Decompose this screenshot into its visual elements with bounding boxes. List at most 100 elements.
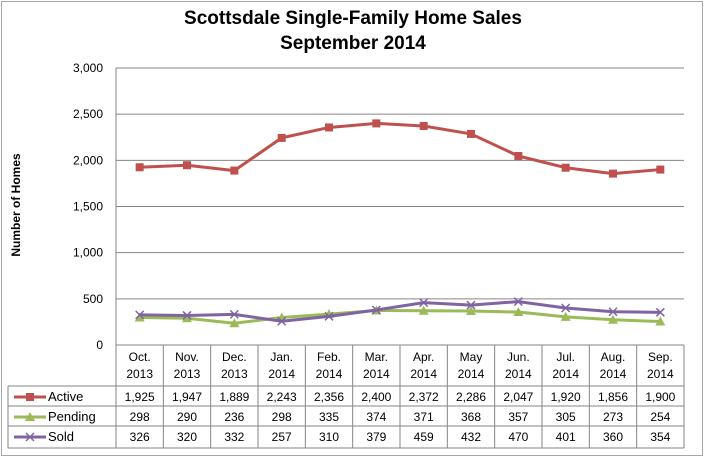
chart-subtitle: September 2014 (280, 33, 426, 54)
data-point-active (372, 119, 381, 128)
data-table-cell: 432 (461, 430, 481, 444)
legend-key-marker (26, 393, 34, 401)
data-point-active (277, 133, 286, 142)
x-tick-label: Jun. (507, 350, 530, 364)
data-point-sold (466, 300, 476, 310)
data-table-cell: 1,900 (645, 390, 675, 404)
data-point-sold (135, 310, 145, 320)
y-tick-label: 2,500 (73, 107, 103, 121)
data-point-pending (655, 316, 666, 326)
data-table-cell: 470 (508, 430, 528, 444)
x-tick-label: Oct. (129, 350, 151, 364)
data-point-sold (655, 307, 665, 317)
data-table-cell: 2,286 (456, 390, 486, 404)
data-point-pending (418, 305, 429, 315)
data-point-sold (324, 311, 334, 321)
x-tick-label: 2013 (126, 367, 153, 381)
data-table-cell: 459 (414, 430, 434, 444)
data-point-sold (513, 297, 523, 307)
data-table-cell: 371 (414, 410, 434, 424)
data-point-sold (277, 316, 287, 326)
data-point-pending (560, 311, 571, 321)
x-tick-label: Feb. (317, 350, 341, 364)
data-point-active (609, 169, 617, 178)
data-table-cell: 254 (650, 410, 670, 424)
data-table-cell: 236 (224, 410, 244, 424)
data-point-active (230, 166, 239, 175)
data-table-cell: 290 (177, 410, 197, 424)
data-point-pending (608, 314, 618, 324)
data-table-cell: 298 (272, 410, 292, 424)
data-point-active (135, 163, 144, 172)
x-tick-label: May (460, 350, 483, 364)
data-table-cell: 1,856 (598, 390, 628, 404)
data-point-active (514, 151, 523, 160)
data-table-cell: 1,947 (172, 390, 202, 404)
chart-title: Scottsdale Single-Family Home Sales (184, 8, 522, 29)
data-table-cell: 1,889 (219, 390, 249, 404)
data-table-cell: 310 (319, 430, 339, 444)
y-tick-label: 3,000 (73, 61, 103, 75)
data-point-active (419, 121, 428, 130)
data-table-cell: 1,920 (551, 390, 581, 404)
series-line-active (139, 121, 661, 176)
data-table-cell: 332 (224, 430, 244, 444)
data-point-pending (229, 318, 240, 328)
data-table-cell: 1,925 (125, 390, 155, 404)
data-point-pending (182, 313, 192, 323)
legend-label: Sold (48, 429, 74, 444)
data-point-active (656, 165, 665, 174)
y-tick-label: 0 (96, 338, 103, 352)
data-table-cell: 360 (603, 430, 623, 444)
data-table-cell: 320 (177, 430, 197, 444)
y-tick-label: 500 (83, 292, 103, 306)
data-point-pending (466, 306, 476, 316)
data-table-cell: 257 (272, 430, 292, 444)
x-tick-label: 2014 (552, 367, 579, 381)
y-tick-label: 1,500 (73, 200, 103, 214)
x-tick-label: Jul. (556, 350, 575, 364)
data-point-sold (608, 307, 618, 317)
x-tick-label: 2013 (221, 367, 248, 381)
x-tick-label: Aug. (601, 350, 626, 364)
data-point-pending (134, 312, 145, 322)
x-tick-label: 2014 (600, 367, 627, 381)
data-point-sold (371, 305, 381, 315)
data-point-sold (229, 309, 239, 319)
data-point-active (467, 129, 475, 138)
data-table-cell: 379 (366, 430, 386, 444)
x-tick-label: 2014 (505, 367, 532, 381)
x-tick-label: Apr. (413, 350, 434, 364)
data-table-cell: 335 (319, 410, 339, 424)
legend-label: Pending (48, 409, 96, 424)
data-point-pending (513, 307, 524, 317)
x-tick-label: Nov. (175, 350, 199, 364)
data-table-cell: 298 (130, 410, 150, 424)
data-table-cell: 2,372 (409, 390, 439, 404)
data-table-cell: 2,047 (503, 390, 533, 404)
data-point-sold (561, 303, 571, 313)
y-tick-label: 2,000 (73, 153, 103, 167)
y-tick-label: 1,000 (73, 246, 103, 260)
data-point-sold (419, 298, 429, 308)
data-table-cell: 374 (366, 410, 386, 424)
x-tick-label: 2013 (174, 367, 201, 381)
data-table-cell: 326 (130, 430, 150, 444)
data-table-cell: 368 (461, 410, 481, 424)
x-tick-label: Jan. (270, 350, 293, 364)
x-tick-label: 2014 (647, 367, 674, 381)
x-tick-label: 2014 (316, 367, 343, 381)
data-table-cell: 2,400 (361, 390, 391, 404)
data-table-cell: 357 (508, 410, 528, 424)
data-point-sold (182, 310, 192, 320)
x-tick-label: Mar. (365, 350, 388, 364)
x-tick-label: 2014 (410, 367, 437, 381)
data-point-active (561, 163, 570, 172)
data-table-cell: 2,356 (314, 390, 344, 404)
data-point-active (183, 161, 191, 170)
data-table-cell: 305 (556, 410, 576, 424)
series-line-sold (139, 300, 661, 323)
data-table-cell: 401 (556, 430, 576, 444)
